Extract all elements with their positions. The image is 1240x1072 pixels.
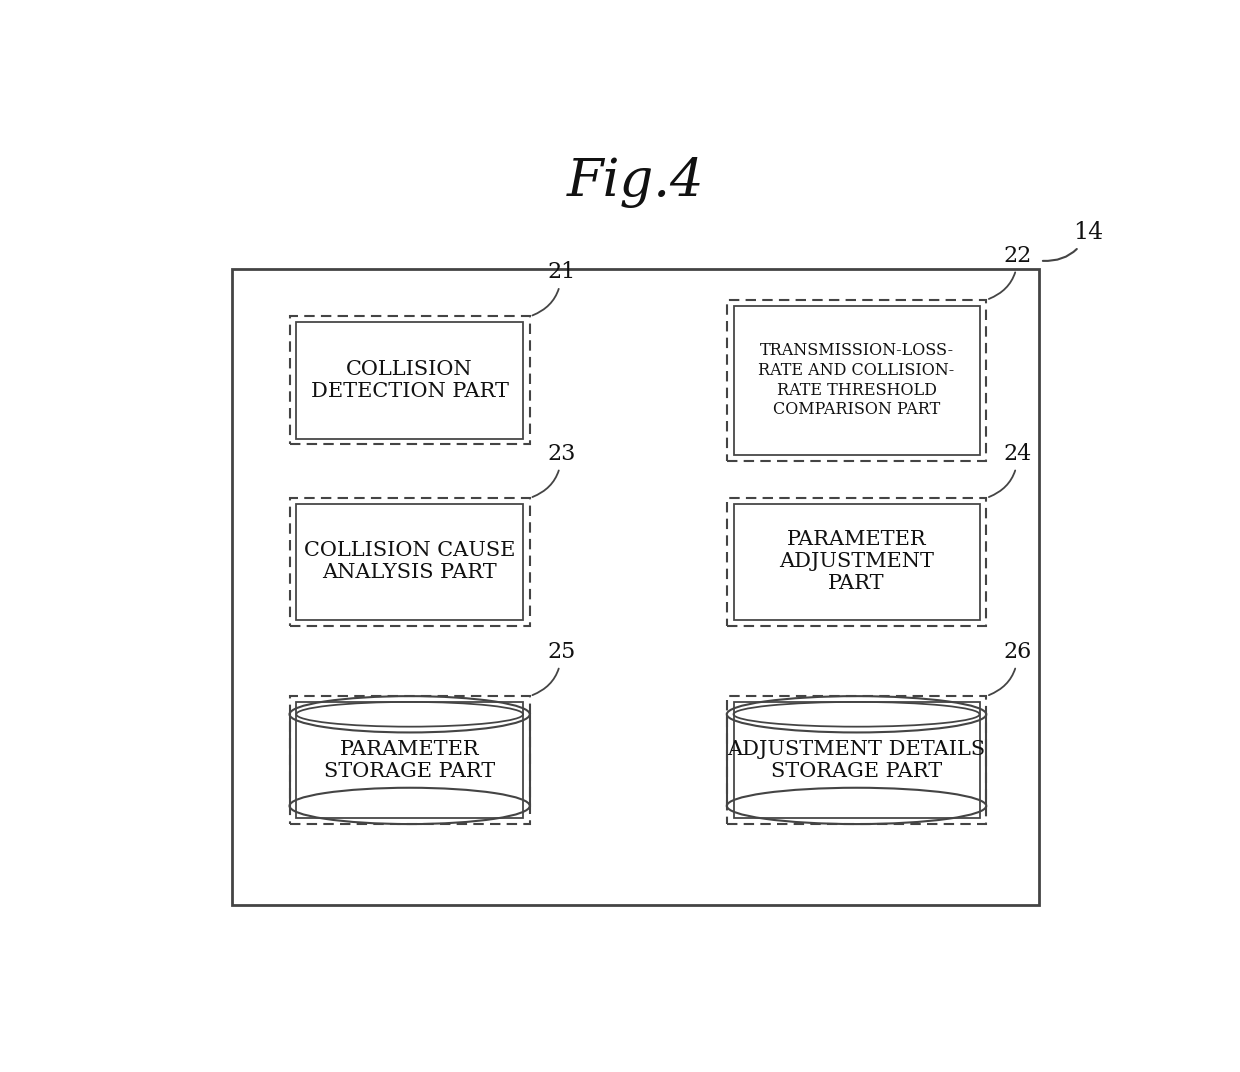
Text: 14: 14 [1043,221,1104,260]
Text: 23: 23 [532,443,575,497]
Bar [734,702,980,818]
Ellipse shape [289,696,529,732]
Bar [296,504,523,621]
Bar [290,696,529,824]
Ellipse shape [727,696,986,732]
Text: COLLISION CAUSE
ANALYSIS PART: COLLISION CAUSE ANALYSIS PART [304,541,516,582]
Bar [734,306,980,456]
Text: 22: 22 [988,244,1032,299]
Ellipse shape [289,788,529,824]
Text: PARAMETER
ADJUSTMENT
PART: PARAMETER ADJUSTMENT PART [779,531,934,594]
Bar [727,498,986,626]
Text: TRANSMISSION-LOSS-
RATE AND COLLISION-
RATE THRESHOLD
COMPARISON PART: TRANSMISSION-LOSS- RATE AND COLLISION- R… [759,342,955,418]
Text: ADJUSTMENT DETAILS
STORAGE PART: ADJUSTMENT DETAILS STORAGE PART [728,740,986,780]
Bar [290,316,529,445]
Bar [296,702,523,818]
Bar [727,300,986,461]
Text: 26: 26 [988,641,1032,695]
Text: COLLISION
DETECTION PART: COLLISION DETECTION PART [311,360,508,401]
Text: 25: 25 [532,641,575,695]
Bar [232,269,1039,905]
Text: PARAMETER
STORAGE PART: PARAMETER STORAGE PART [324,740,495,780]
Text: Fig.4: Fig.4 [567,157,704,208]
Bar [290,498,529,626]
Bar [296,323,523,438]
Bar [290,714,529,806]
Ellipse shape [727,788,986,824]
Text: 24: 24 [988,443,1032,497]
Bar [727,714,986,806]
Text: 21: 21 [532,262,575,315]
Bar [727,696,986,824]
Bar [734,504,980,621]
